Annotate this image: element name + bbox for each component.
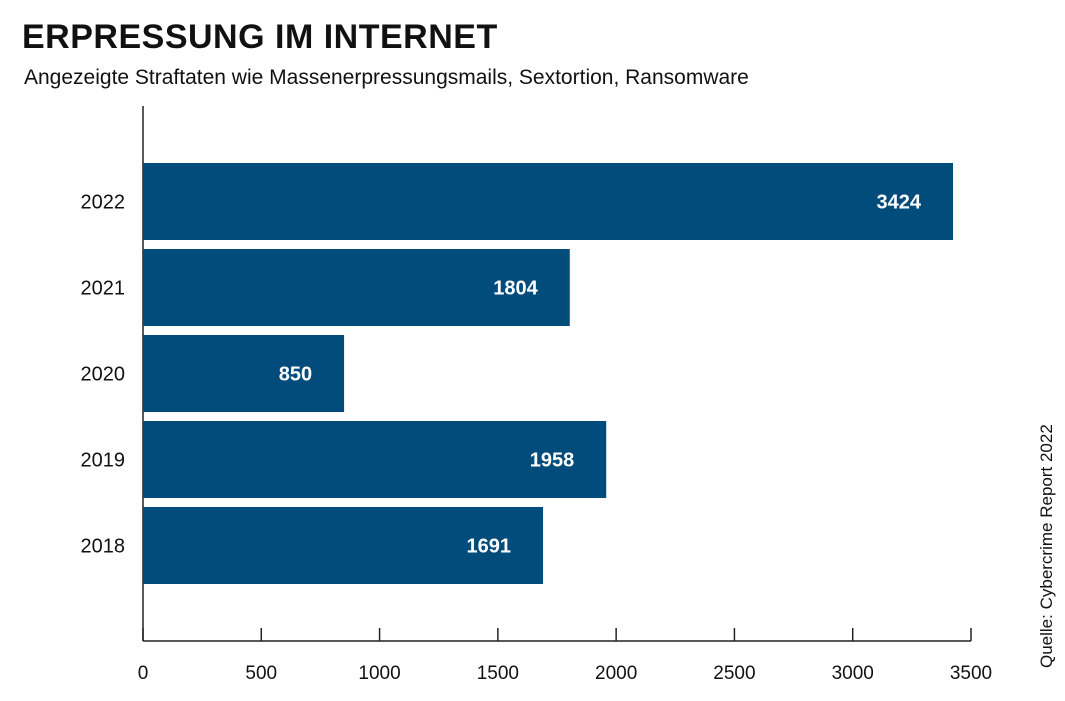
x-tick-label: 2000	[595, 663, 637, 684]
category-label: 2019	[81, 450, 126, 472]
x-tick-label: 1500	[477, 663, 519, 684]
source-note: Quelle: Cybercrime Report 2022	[1037, 424, 1056, 668]
x-tick-label: 2500	[713, 663, 755, 684]
x-tick-label: 1000	[358, 663, 400, 684]
data-label: 850	[279, 364, 312, 386]
category-label: 2021	[81, 278, 126, 300]
chart-subtitle: Angezeigte Straftaten wie Massenerpressu…	[24, 66, 749, 89]
x-tick-label: 3500	[950, 663, 992, 684]
data-label: 1958	[530, 450, 575, 472]
bar	[143, 249, 570, 326]
x-tick-label: 3000	[832, 663, 874, 684]
category-label: 2020	[81, 364, 126, 386]
x-tick-label: 500	[245, 663, 277, 684]
category-label: 2022	[81, 192, 126, 214]
data-label: 3424	[877, 192, 922, 214]
bar	[143, 507, 544, 584]
x-tick-label: 0	[138, 663, 149, 684]
data-label: 1691	[467, 536, 512, 558]
data-label: 1804	[493, 278, 538, 300]
bar	[143, 163, 954, 240]
bar	[143, 335, 345, 412]
category-label: 2018	[81, 536, 126, 558]
chart-title: ERPRESSUNG IM INTERNET	[22, 18, 498, 56]
bar	[143, 421, 607, 498]
